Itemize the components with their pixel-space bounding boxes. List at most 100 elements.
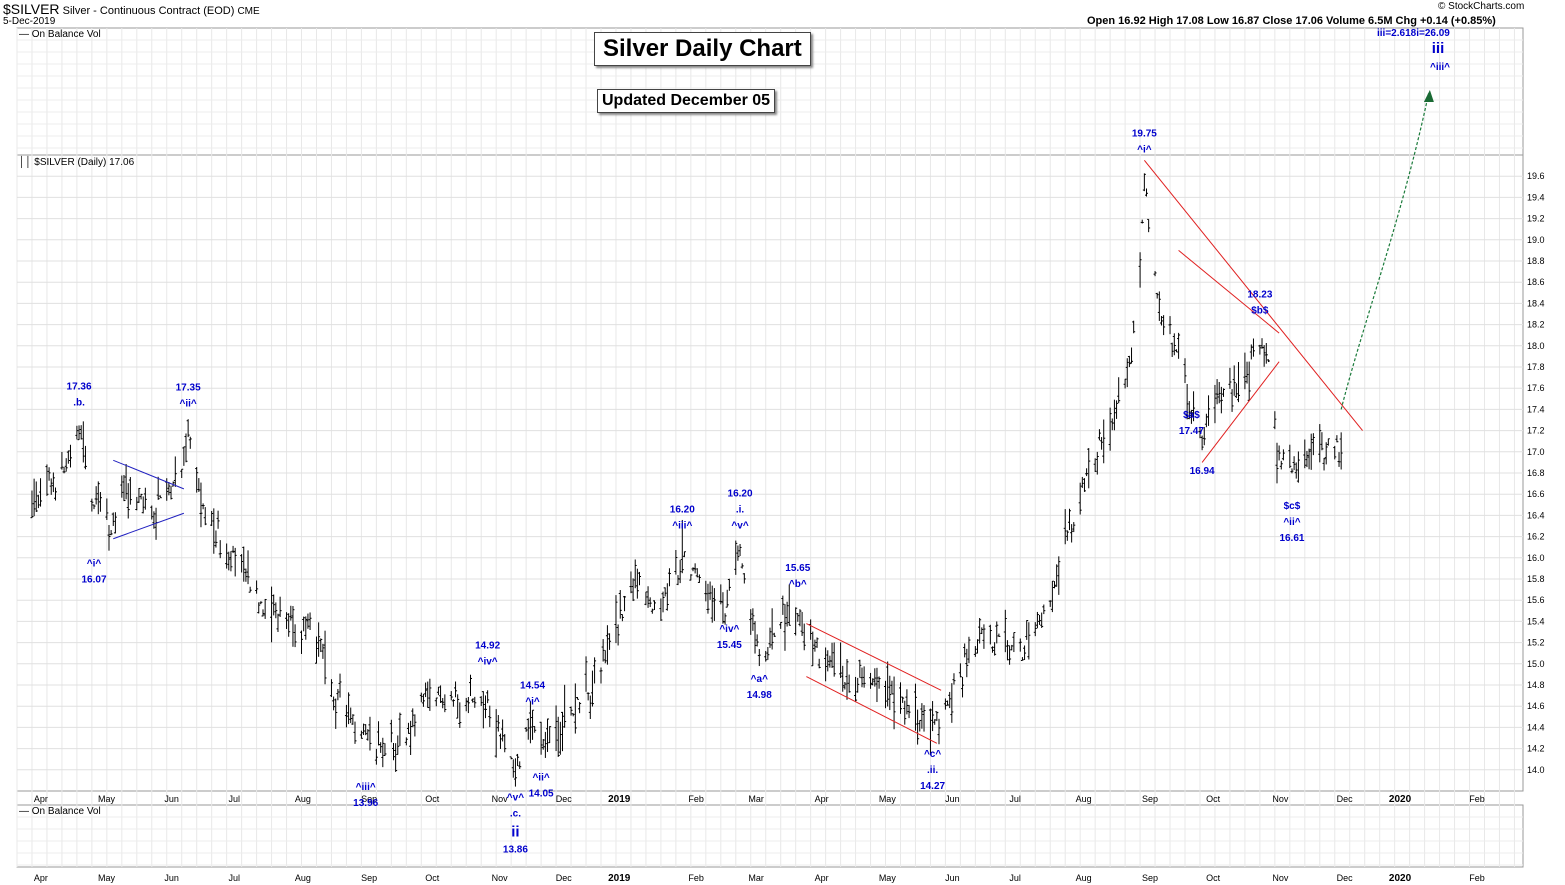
wave-label: ^c^: [924, 749, 941, 760]
y-tick-label: 14.2: [1527, 744, 1545, 754]
ohlc-bar: [963, 643, 967, 658]
ohlc-bar: [1153, 271, 1157, 277]
ohlc-bar: [486, 690, 490, 704]
y-tick-label: 18.8: [1527, 256, 1545, 266]
ohlc-bar: [948, 691, 952, 709]
x-month-label: 2019: [608, 794, 631, 805]
ohlc-bar: [379, 742, 383, 753]
ohlc-bar: [293, 624, 297, 648]
ohlc-bar: [1234, 383, 1238, 399]
ohlc-bar: [332, 696, 336, 711]
ohlc-bar: [1324, 442, 1328, 465]
ohlc-bar: [351, 714, 355, 725]
ohlc-bar: [150, 505, 154, 520]
ohlc-bar: [496, 715, 500, 732]
ohlc-bar: [105, 498, 109, 521]
wave-label: ^v^: [731, 521, 748, 532]
indicator-label-bottom: — On Balance Vol: [19, 806, 101, 817]
ohlc-bar: [1065, 530, 1069, 541]
ohlc-bar: [353, 721, 357, 744]
x-month-label: Nov: [1272, 794, 1289, 804]
ohlc-bar: [362, 723, 366, 735]
ohlc-bar: [374, 748, 378, 765]
x-month-label: Feb: [1469, 794, 1485, 804]
ohlc-bar: [308, 612, 312, 630]
ohlc-bar: [1290, 468, 1294, 474]
ohlc-bar: [1033, 622, 1037, 637]
ohlc-bar: [997, 633, 1001, 637]
wave-label: .b.: [73, 398, 85, 409]
ohlc-bar: [913, 683, 917, 731]
ohlc-bar: [973, 646, 977, 657]
y-tick-label: 19.6: [1527, 171, 1545, 181]
ohlc-bar: [1339, 432, 1343, 470]
ohlc-bar: [1183, 358, 1187, 384]
ohlc-bar: [270, 586, 274, 643]
ohlc-bar: [92, 504, 96, 510]
y-tick-label: 16.6: [1527, 489, 1545, 499]
ohlc-bar: [980, 627, 984, 635]
ohlc-bar: [1095, 451, 1099, 475]
ohlc-bar: [961, 676, 965, 698]
ohlc-bar: [1157, 291, 1161, 321]
ohlc-bar: [278, 596, 282, 617]
ohlc-bar: [995, 621, 999, 644]
ohlc-bar: [1162, 315, 1166, 336]
y-tick-label: 18.4: [1527, 298, 1545, 308]
x-month-label: Dec: [1337, 794, 1354, 804]
ohlc-bar: [1198, 426, 1202, 439]
ohlc-bar: [1230, 389, 1234, 412]
ohlc-bar: [650, 608, 654, 614]
ohlc-bar: [1170, 342, 1174, 358]
ohlc-bar: [1093, 458, 1097, 472]
ohlc-bar: [1123, 378, 1127, 389]
ohlc-bar: [1333, 445, 1337, 460]
ohlc-bar: [1320, 432, 1324, 451]
ohlc-bar: [449, 691, 453, 701]
ohlc-bar: [546, 718, 550, 752]
x-month-label: Oct: [425, 794, 440, 804]
ohlc-bar: [712, 588, 716, 621]
ohlc-bar: [195, 466, 199, 493]
ohlc-bar: [922, 705, 926, 732]
ohlc-bar: [111, 512, 115, 526]
ohlc-bar: [785, 601, 789, 627]
ohlc-bar: [156, 476, 160, 500]
ohlc-bar: [77, 425, 81, 441]
ohlc-bar: [736, 545, 740, 561]
ohlc-bar: [259, 601, 263, 605]
ohlc-bar: [768, 627, 772, 648]
ohlc-bar: [1117, 377, 1121, 404]
ohlc-bar: [603, 650, 607, 664]
ohlc-bar: [1251, 338, 1255, 357]
ohlc-bar: [1067, 508, 1071, 531]
ohlc-bar: [285, 612, 289, 629]
wave-label: 14.98: [747, 690, 772, 701]
ohlc-bar: [1070, 524, 1074, 543]
ohlc-bar: [742, 573, 746, 584]
ohlc-bar: [1040, 612, 1044, 628]
ohlc-bar: [257, 602, 261, 614]
symbol: $SILVER: [3, 1, 60, 17]
ohlc-bar: [586, 692, 590, 701]
ohlc-bar: [1018, 638, 1022, 652]
ohlc-bar: [1057, 556, 1061, 595]
x-month-label: Jul: [1009, 794, 1021, 804]
ohlc-bar: [229, 551, 233, 572]
x-month-label: Feb: [1469, 873, 1485, 883]
x-month-label: Aug: [1076, 873, 1092, 883]
ohlc-bar: [638, 571, 642, 586]
wave-label: $c$: [1284, 501, 1301, 512]
wave-label: ^ii^: [180, 399, 197, 410]
ohlc-bar: [854, 676, 858, 702]
ohlc-bar: [704, 580, 708, 602]
ohlc-bar: [659, 598, 663, 621]
watermark: © StockCharts.com: [1438, 1, 1525, 12]
ohlc-bar: [1311, 433, 1315, 456]
ohlc-bar: [1236, 362, 1240, 403]
ohlc-bar: [695, 568, 699, 578]
wave-label: .i.: [736, 505, 745, 516]
ohlc-bar: [937, 718, 941, 745]
ohlc-bar: [575, 696, 579, 700]
x-month-label: Nov: [492, 873, 509, 883]
